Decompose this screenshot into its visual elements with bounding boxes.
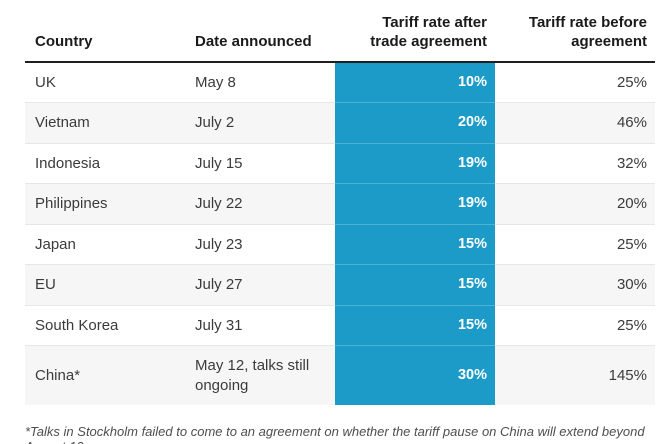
cell-after-rate: 30%: [335, 345, 495, 405]
cell-date: May 12, talks still ongoing: [185, 345, 335, 405]
cell-country: EU: [25, 264, 185, 306]
cell-date: July 31: [185, 305, 335, 346]
cell-country: Indonesia: [25, 143, 185, 184]
header-row: Country Date announced Tariff rate after…: [25, 6, 655, 63]
column-header-tariff-after: Tariff rate after trade agreement: [335, 6, 495, 63]
cell-before-rate: 20%: [495, 183, 655, 225]
table-row-south-korea: South Korea July 31 15% 25%: [25, 305, 655, 346]
table-row-china: China* May 12, talks still ongoing 30% 1…: [25, 345, 655, 405]
footnote: *Talks in Stockholm failed to come to an…: [25, 424, 645, 444]
cell-country: China*: [25, 345, 185, 405]
cell-date: July 15: [185, 143, 335, 184]
cell-before-rate: 32%: [495, 143, 655, 184]
cell-before-rate: 30%: [495, 264, 655, 306]
cell-country: Japan: [25, 224, 185, 265]
cell-after-rate: 15%: [335, 305, 495, 346]
cell-before-rate: 25%: [495, 224, 655, 265]
cell-before-rate: 25%: [495, 305, 655, 346]
cell-before-rate: 145%: [495, 345, 655, 405]
table-row-uk: UK May 8 10% 25%: [25, 61, 655, 103]
cell-date: July 22: [185, 183, 335, 225]
cell-after-rate: 20%: [335, 102, 495, 144]
cell-date: July 27: [185, 264, 335, 306]
cell-before-rate: 46%: [495, 102, 655, 144]
cell-after-rate: 15%: [335, 224, 495, 265]
cell-country: Philippines: [25, 183, 185, 225]
cell-after-rate: 19%: [335, 183, 495, 225]
column-header-tariff-before: Tariff rate before agreement: [495, 6, 655, 63]
cell-country: UK: [25, 61, 185, 103]
column-header-date-announced: Date announced: [185, 6, 335, 63]
table-row-eu: EU July 27 15% 30%: [25, 264, 655, 306]
column-header-country: Country: [25, 6, 185, 63]
cell-country: Vietnam: [25, 102, 185, 144]
tariff-table: Country Date announced Tariff rate after…: [25, 6, 655, 405]
table-row-indonesia: Indonesia July 15 19% 32%: [25, 143, 655, 184]
cell-after-rate: 19%: [335, 143, 495, 184]
cell-country: South Korea: [25, 305, 185, 346]
cell-after-rate: 10%: [335, 61, 495, 103]
cell-date: July 23: [185, 224, 335, 265]
cell-before-rate: 25%: [495, 61, 655, 103]
table-row-japan: Japan July 23 15% 25%: [25, 224, 655, 265]
cell-date: July 2: [185, 102, 335, 144]
table-row-vietnam: Vietnam July 2 20% 46%: [25, 102, 655, 144]
cell-after-rate: 15%: [335, 264, 495, 306]
cell-date: May 8: [185, 61, 335, 103]
table-row-philippines: Philippines July 22 19% 20%: [25, 183, 655, 225]
